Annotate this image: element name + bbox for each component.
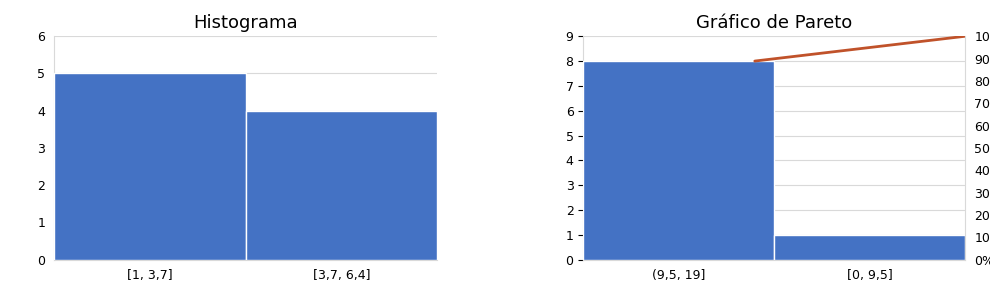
Bar bbox=[582, 61, 774, 260]
Bar bbox=[246, 111, 438, 260]
Bar bbox=[54, 73, 246, 260]
Bar bbox=[774, 235, 965, 260]
Title: Histograma: Histograma bbox=[193, 14, 298, 32]
Title: Gráfico de Pareto: Gráfico de Pareto bbox=[696, 14, 852, 32]
